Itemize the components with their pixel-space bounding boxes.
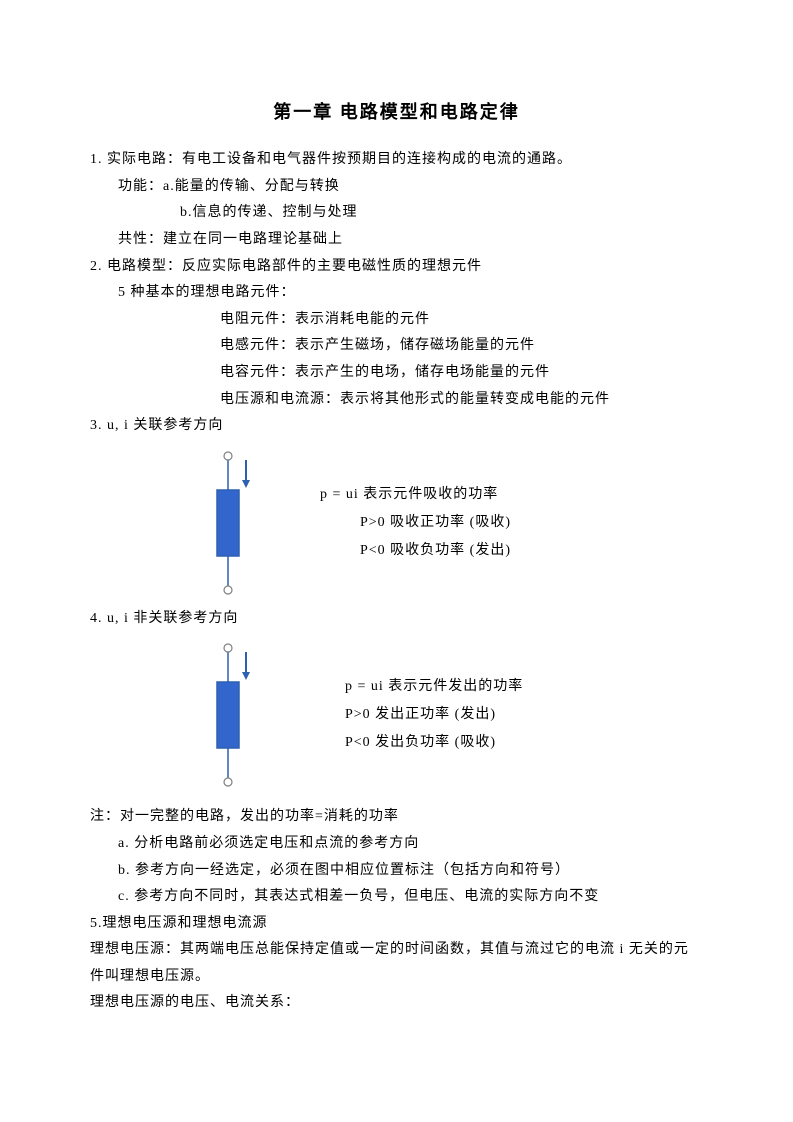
item1-fn-b: b.信息的传递、控制与处理 [90, 200, 703, 227]
component-diagram-3 [210, 448, 260, 598]
item3-p1: p = ui 表示元件吸收的功率 [320, 481, 511, 509]
item3-p2: P>0 吸收正功率 (吸收) [320, 509, 511, 537]
item1-common: 共性：建立在同一电路理论基础上 [90, 227, 703, 254]
diagram-4-row: p = ui 表示元件发出的功率 P>0 发出正功率 (发出) P<0 发出负功… [90, 640, 703, 790]
note-a: a. 分析电路前必须选定电压和点流的参考方向 [90, 831, 703, 858]
item2-sub: 5 种基本的理想电路元件： [90, 280, 703, 307]
page-title: 第一章 电路模型和电路定律 [90, 95, 703, 129]
component-diagram-4 [210, 640, 260, 790]
item4-p2: P>0 发出正功率 (发出) [345, 701, 523, 729]
item3-heading: 3. u, i 关联参考方向 [90, 413, 703, 440]
item4-p1: p = ui 表示元件发出的功率 [345, 673, 523, 701]
item4-heading: 4. u, i 非关联参考方向 [90, 606, 703, 633]
item2-r: 电阻元件：表示消耗电能的元件 [90, 307, 703, 334]
item5-def: 理想电压源：其两端电压总能保持定值或一定的时间函数，其值与流过它的电流 i 无关… [90, 937, 703, 990]
item2-c: 电容元件：表示产生的电场，储存电场能量的元件 [90, 360, 703, 387]
note-c: c. 参考方向不同时，其表达式相差一负号，但电压、电流的实际方向不变 [90, 884, 703, 911]
item4-p3: P<0 发出负功率 (吸收) [345, 729, 523, 757]
item2-l: 电感元件：表示产生磁场，储存磁场能量的元件 [90, 333, 703, 360]
diagram-4-text: p = ui 表示元件发出的功率 P>0 发出正功率 (发出) P<0 发出负功… [345, 673, 523, 757]
item1-fn-a: 功能：a.能量的传输、分配与转换 [90, 174, 703, 201]
diagram-3-row: p = ui 表示元件吸收的功率 P>0 吸收正功率 (吸收) P<0 吸收负功… [90, 448, 703, 598]
item3-p3: P<0 吸收负功率 (发出) [320, 537, 511, 565]
item5-rel: 理想电压源的电压、电流关系： [90, 990, 703, 1017]
item1-heading: 1. 实际电路：有电工设备和电气器件按预期目的连接构成的电流的通路。 [90, 147, 703, 174]
item5-heading: 5.理想电压源和理想电流源 [90, 911, 703, 938]
note-0: 注：对一完整的电路，发出的功率=消耗的功率 [90, 804, 703, 831]
diagram-3-text: p = ui 表示元件吸收的功率 P>0 吸收正功率 (吸收) P<0 吸收负功… [320, 481, 511, 565]
note-b: b. 参考方向一经选定，必须在图中相应位置标注（包括方向和符号） [90, 858, 703, 885]
item2-heading: 2. 电路模型：反应实际电路部件的主要电磁性质的理想元件 [90, 254, 703, 281]
item2-src: 电压源和电流源：表示将其他形式的能量转变成电能的元件 [90, 387, 703, 414]
